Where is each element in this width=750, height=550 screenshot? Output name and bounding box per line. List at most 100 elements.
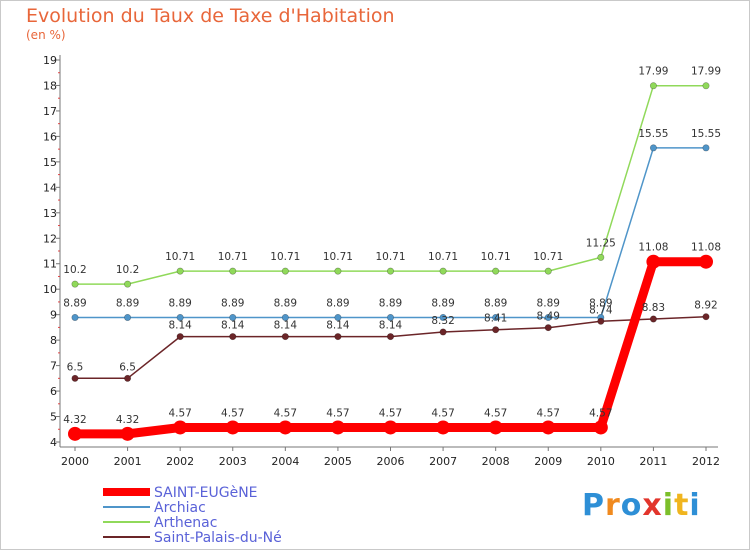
- logo-letter: x: [642, 488, 663, 523]
- data-label-0-5: 4.57: [326, 407, 349, 419]
- data-point-2-9: [544, 267, 552, 275]
- data-point-2-6: [386, 267, 394, 275]
- data-label-2-7: 10.71: [428, 251, 458, 263]
- legend: SAINT-EUGèNEArchiacArthenacSaint-Palais-…: [103, 485, 282, 546]
- data-label-2-12: 17.99: [691, 66, 721, 78]
- y-tick-label: 19: [43, 54, 57, 67]
- logo-letter: r: [605, 488, 621, 523]
- data-label-1-8: 8.89: [484, 297, 507, 309]
- y-tick-label: 7: [50, 360, 57, 373]
- data-label-2-5: 10.71: [323, 251, 353, 263]
- series-line-1: [74, 147, 707, 319]
- legend-label-0: SAINT-EUGèNE: [154, 485, 258, 501]
- data-label-0-3: 4.57: [221, 407, 244, 419]
- logo-letter: t: [674, 488, 690, 523]
- x-tick-label: 2000: [61, 455, 89, 468]
- data-label-2-11: 17.99: [638, 66, 668, 78]
- data-point-0-12: [699, 254, 713, 269]
- data-point-0-2: [173, 420, 188, 435]
- data-label-0-4: 4.57: [274, 407, 297, 419]
- data-label-0-11: 11.08: [638, 242, 668, 254]
- y-tick-label: 17: [43, 105, 57, 118]
- data-point-1-2: [176, 313, 184, 321]
- data-point-2-5: [334, 267, 342, 275]
- data-labels: 4.32 4.32 4.57 4.57 4.57 4.57 4.57 4.57 4.57 4.57…: [63, 66, 721, 426]
- data-label-0-2: 4.57: [168, 407, 191, 419]
- x-tick-label: 2011: [639, 455, 667, 468]
- data-point-1-0: [71, 313, 79, 321]
- data-point-3-6: [386, 333, 394, 341]
- data-label-1-4: 8.89: [274, 297, 297, 309]
- y-tick-label: 14: [43, 181, 57, 194]
- data-point-3-3: [229, 333, 237, 341]
- x-tick-label: 2005: [324, 455, 352, 468]
- data-point-3-9: [544, 324, 552, 332]
- data-point-2-11: [649, 82, 657, 90]
- legend-label-2: Arthenac: [154, 515, 217, 531]
- data-label-3-12: 8.92: [694, 300, 717, 312]
- data-point-0-6: [383, 420, 398, 435]
- data-label-2-3: 10.71: [218, 251, 248, 263]
- data-point-2-12: [702, 82, 710, 90]
- logo-letter: i: [662, 488, 675, 523]
- data-point-2-0: [71, 280, 79, 288]
- data-label-2-0: 10.2: [63, 264, 86, 276]
- x-tick-label: 2003: [219, 455, 247, 468]
- data-label-3-6: 8.14: [379, 320, 403, 332]
- data-label-1-12: 15.55: [691, 128, 721, 140]
- data-point-0-7: [436, 420, 451, 435]
- data-point-1-7: [439, 313, 447, 321]
- data-label-0-1: 4.32: [116, 414, 139, 426]
- data-point-1-11: [649, 144, 657, 152]
- data-point-2-1: [124, 280, 132, 288]
- data-label-0-0: 4.32: [63, 414, 86, 426]
- data-point-0-10: [593, 420, 608, 435]
- x-tick-label: 2008: [482, 455, 510, 468]
- data-point-3-4: [281, 333, 289, 341]
- y-tick-label: 12: [43, 232, 57, 245]
- y-tick-label: 15: [43, 156, 57, 169]
- data-point-1-1: [124, 313, 132, 321]
- data-label-1-5: 8.89: [326, 297, 349, 309]
- data-point-0-1: [120, 426, 135, 441]
- y-tick-label: 5: [50, 411, 57, 424]
- chart-title: Evolution du Taux de Taxe d'Habitation: [26, 5, 395, 27]
- x-tick-label: 2004: [271, 455, 299, 468]
- data-point-1-12: [702, 144, 710, 152]
- data-label-1-1: 8.89: [116, 297, 139, 309]
- data-point-2-8: [492, 267, 500, 275]
- data-point-3-8: [492, 326, 500, 334]
- data-label-0-9: 4.57: [537, 407, 560, 419]
- data-label-3-7: 8.32: [431, 315, 454, 327]
- data-label-1-3: 8.89: [221, 297, 244, 309]
- data-label-3-0: 6.5: [67, 361, 84, 373]
- data-point-1-6: [386, 313, 394, 321]
- y-tick-labels: 4 5 6 7 8 9 10 11 12 13 14 15 16 17 18 19: [43, 54, 57, 449]
- y-tick-label: 9: [50, 309, 57, 322]
- data-label-1-0: 8.89: [63, 297, 86, 309]
- data-point-3-12: [702, 313, 710, 321]
- x-tick-label: 2007: [429, 455, 457, 468]
- data-point-3-1: [124, 374, 132, 382]
- proxiti-logo: Proxiti: [582, 488, 701, 523]
- data-point-0-9: [541, 420, 556, 435]
- data-point-3-11: [649, 315, 657, 323]
- data-point-2-3: [229, 267, 237, 275]
- logo-letter: i: [689, 488, 701, 523]
- data-label-2-4: 10.71: [270, 251, 300, 263]
- logo-letter: o: [620, 488, 643, 523]
- x-tick-label: 2002: [166, 455, 194, 468]
- data-point-3-2: [176, 333, 184, 341]
- data-label-1-9: 8.89: [537, 297, 560, 309]
- data-point-1-8: [492, 313, 500, 321]
- data-point-2-2: [176, 267, 184, 275]
- data-label-2-10: 11.25: [586, 237, 616, 249]
- data-label-3-9: 8.49: [537, 311, 560, 323]
- y-tick-label: 6: [50, 385, 57, 398]
- y-tick-label: 4: [50, 436, 57, 449]
- data-label-0-6: 4.57: [379, 407, 402, 419]
- logo-letter: P: [582, 488, 605, 523]
- data-label-2-1: 10.2: [116, 264, 139, 276]
- x-tick-labels: 2000 2001 2002 2003 2004 2005 2006 2007 2008 2009…: [61, 455, 720, 468]
